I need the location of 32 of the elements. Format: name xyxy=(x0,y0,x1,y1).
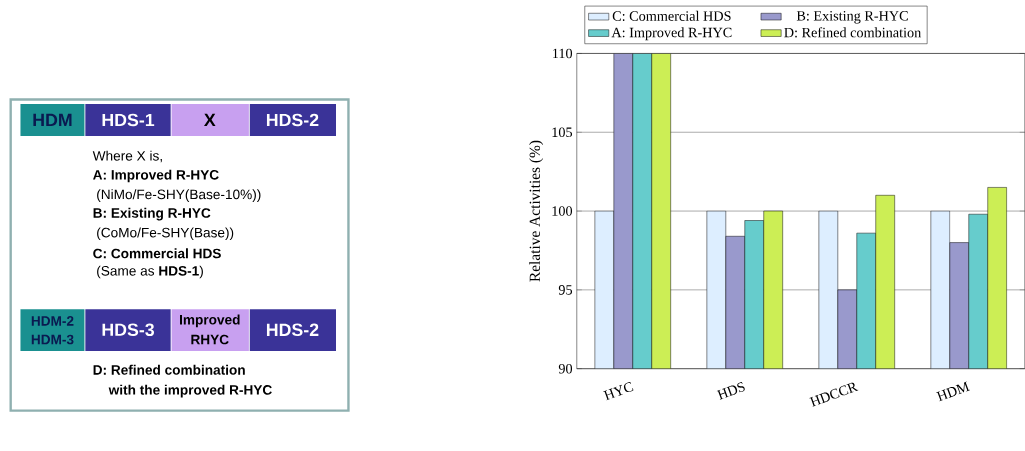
text: HDS-2 xyxy=(266,323,319,337)
text: RHYC xyxy=(191,334,229,345)
text: with the improved R-HYC xyxy=(108,384,272,398)
text: HDM-2 xyxy=(31,316,74,326)
text: B: Existing R-HYC xyxy=(93,208,211,221)
y-axis-title: Relative Activities (%) xyxy=(529,140,544,282)
text: C: Commercial HDS xyxy=(93,248,221,259)
y-tick-label: 95 xyxy=(558,285,573,295)
y-tick-label: 100 xyxy=(552,206,573,217)
text: (CoMo/Fe-SHY(Base)) xyxy=(97,227,234,241)
x-tick-label: HDS xyxy=(716,382,745,400)
text: (Same as HDS-1) xyxy=(97,265,203,279)
text: HDS-3 xyxy=(102,323,155,337)
text: HDM xyxy=(33,114,72,127)
text: (NiMo/Fe-SHY(Base-10%)) xyxy=(97,189,261,203)
y-tick-label: 110 xyxy=(553,48,573,59)
text: HDM-3 xyxy=(31,334,74,345)
y-tick-label: 105 xyxy=(552,127,573,138)
x-tick-label: HDM xyxy=(936,381,970,402)
text: HDS-2 xyxy=(266,113,319,127)
text: A: Improved R-HYC xyxy=(93,169,219,183)
text: Improved xyxy=(180,314,240,328)
legend-label: A: Improved R-HYC xyxy=(611,27,732,41)
text: D: Refined combination xyxy=(93,364,245,375)
y-tick-label: 90 xyxy=(558,364,573,374)
x-tick-label: HYC xyxy=(603,382,634,401)
text: X xyxy=(204,114,216,127)
legend-label: D: Refined combination xyxy=(784,27,922,38)
text: HDS-1 xyxy=(102,113,155,127)
text: Where X is, xyxy=(92,150,162,163)
legend-label: C: Commercial HDS xyxy=(612,11,731,22)
legend-label: B: Existing R-HYC xyxy=(796,11,908,24)
